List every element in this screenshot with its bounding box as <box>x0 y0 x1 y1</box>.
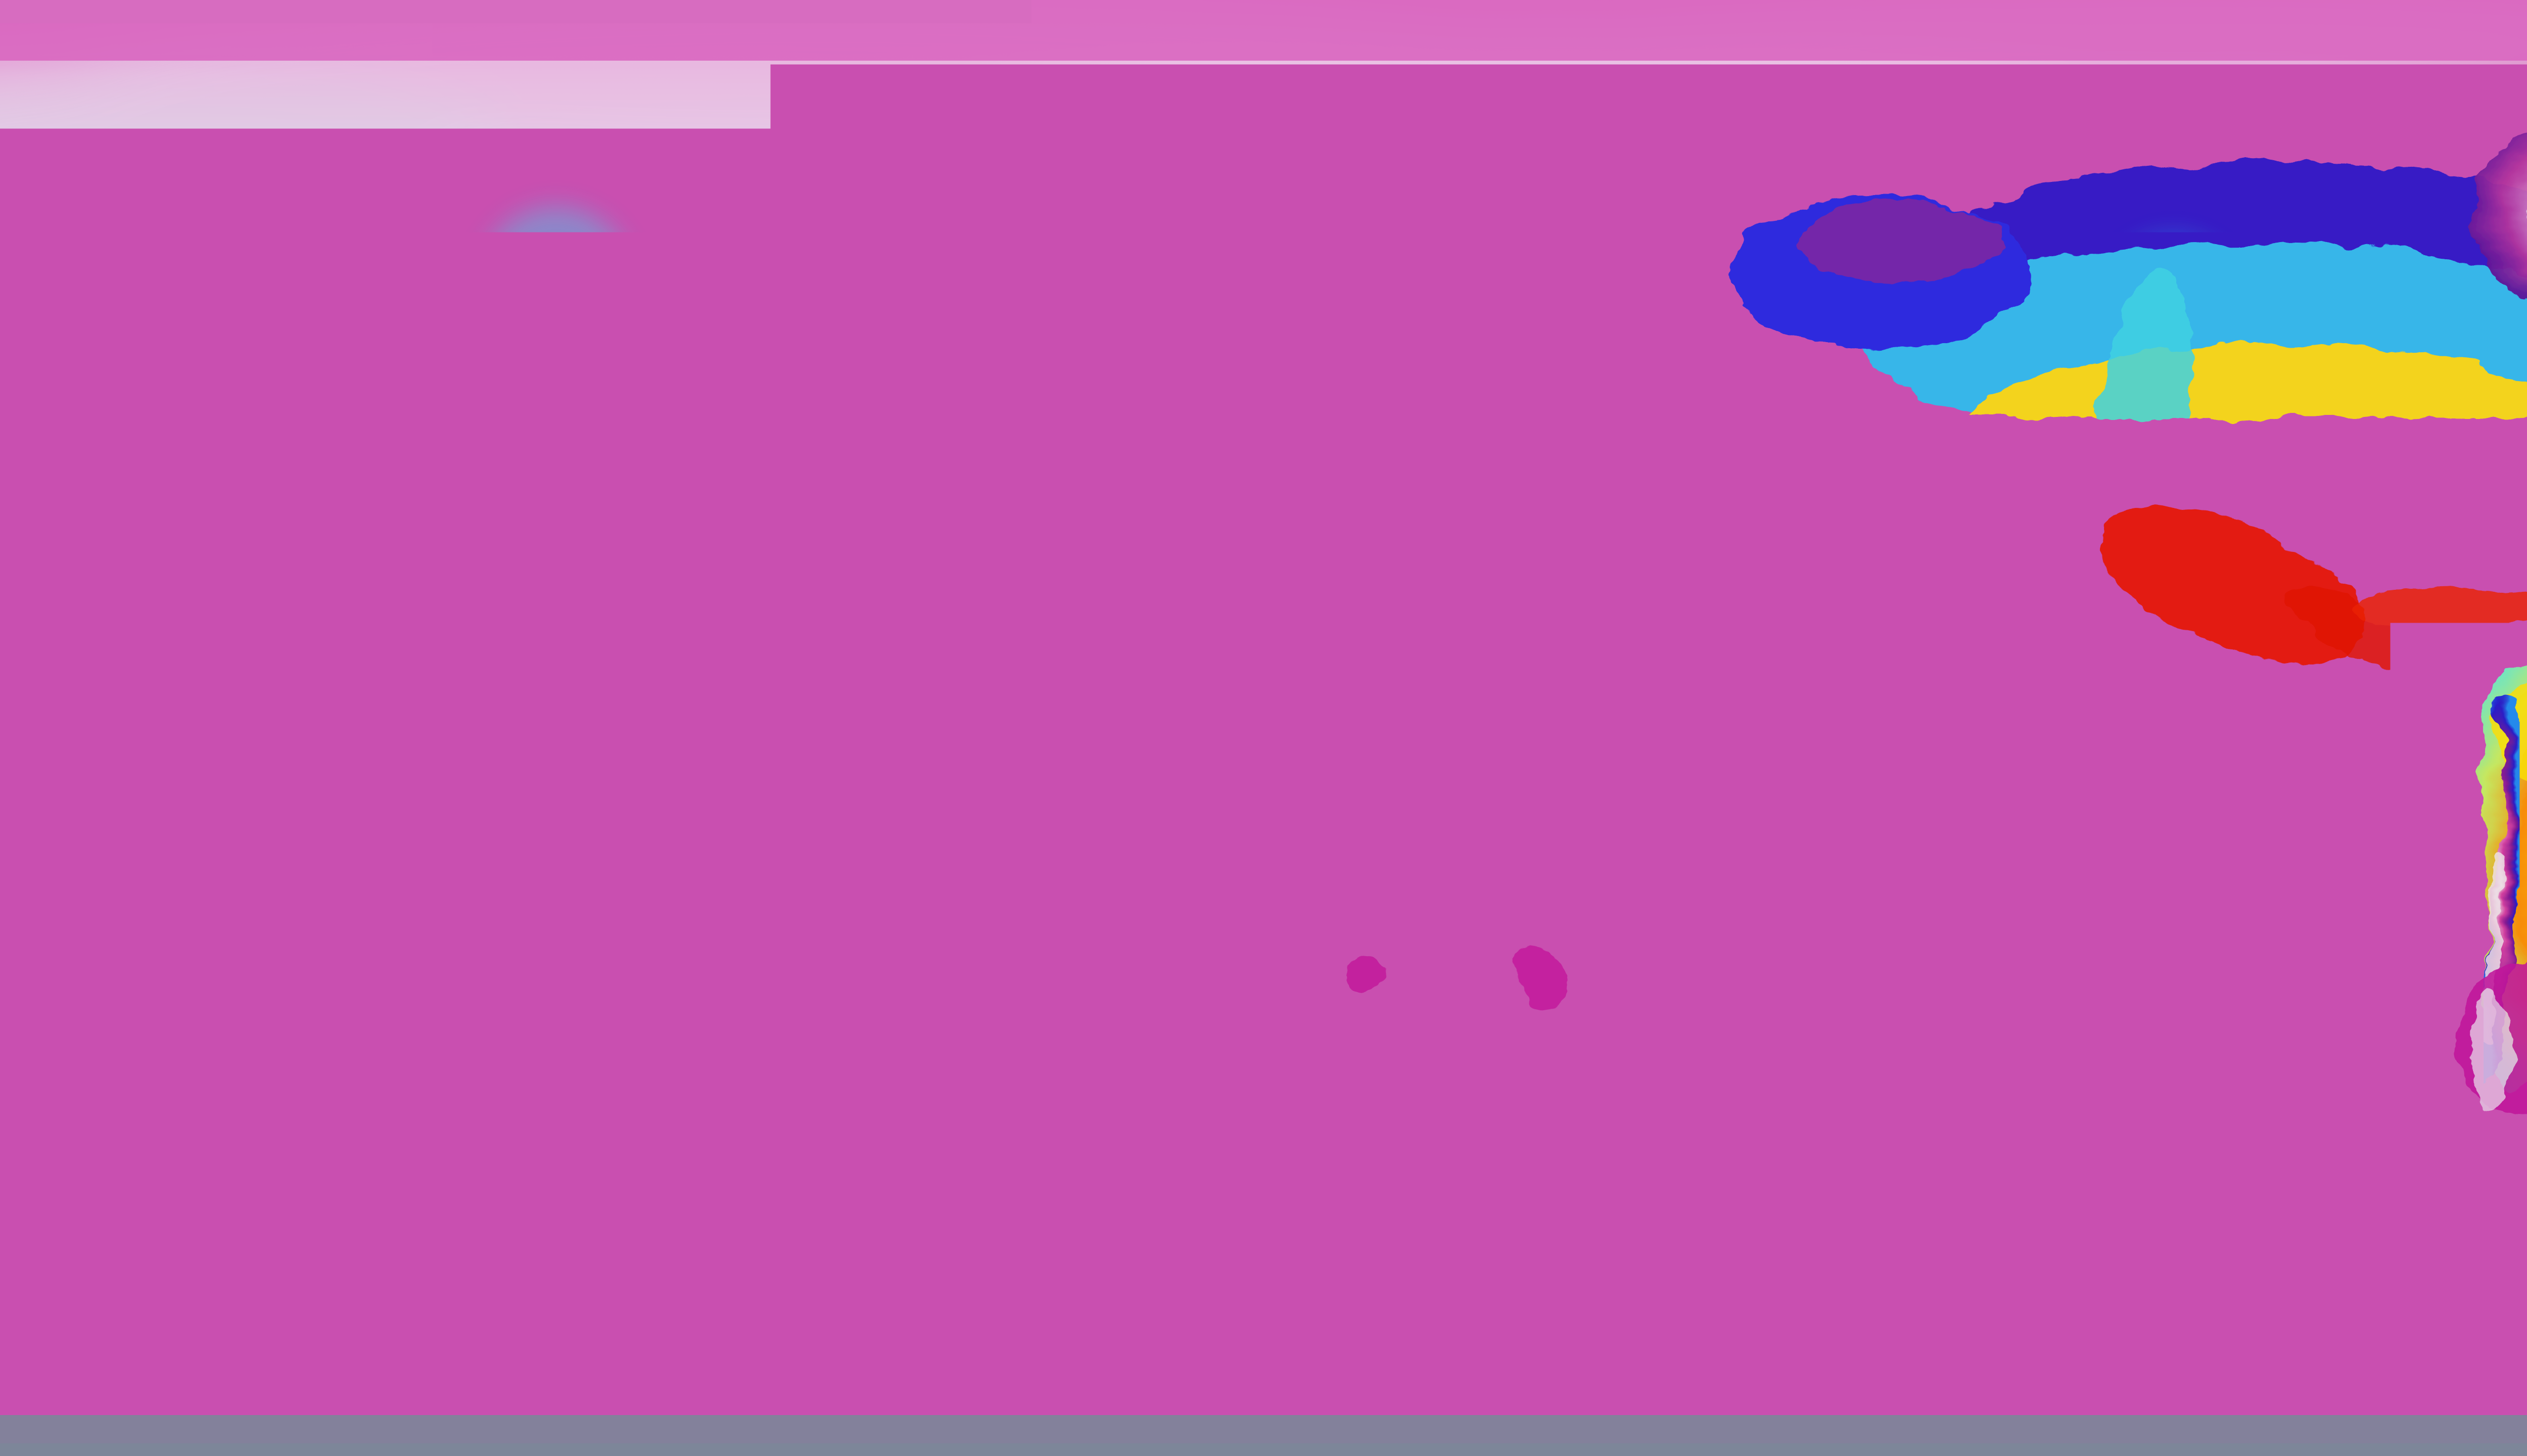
temperature-map-canvas: Global Surface (Skin) Temperature Equire… <box>0 0 2527 1456</box>
temperature-field <box>0 0 2527 1456</box>
